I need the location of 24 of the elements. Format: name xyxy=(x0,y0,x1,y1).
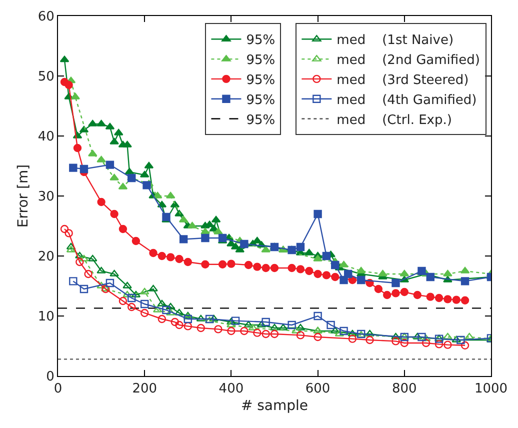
legend-label: 95% xyxy=(246,73,276,88)
legend-label: 95% xyxy=(246,53,276,68)
y-tick-label: 60 xyxy=(38,10,54,25)
y-axis-title: Error [m] xyxy=(15,164,32,228)
y-tick-label: 0 xyxy=(46,370,54,385)
legend-label: 95% xyxy=(246,92,276,108)
y-tick-label: 50 xyxy=(38,70,54,85)
legend-label: 95% xyxy=(246,33,276,48)
y-tick-label: 30 xyxy=(38,190,54,205)
x-tick-label: 200 xyxy=(132,382,158,397)
legend-label: 95% xyxy=(246,112,276,128)
y-tick-label: 20 xyxy=(38,250,54,265)
x-axis-title: # sample xyxy=(240,398,308,414)
legend-label: med (4th Gamified) xyxy=(336,92,477,108)
x-tick-label: 400 xyxy=(218,382,244,397)
legend-label: med (1st Naive) xyxy=(336,33,454,48)
x-tick-label: 600 xyxy=(305,382,330,397)
legend-label: med (Ctrl. Exp.) xyxy=(336,112,452,128)
legend-label: med (2nd Gamified) xyxy=(336,53,480,68)
x-tick-label: 800 xyxy=(392,382,417,397)
y-tick-label: 10 xyxy=(38,310,54,325)
y-tick-label: 40 xyxy=(38,130,54,145)
x-tick-label: 1000 xyxy=(474,382,508,397)
legend-label: med (3rd Steered) xyxy=(336,73,469,88)
